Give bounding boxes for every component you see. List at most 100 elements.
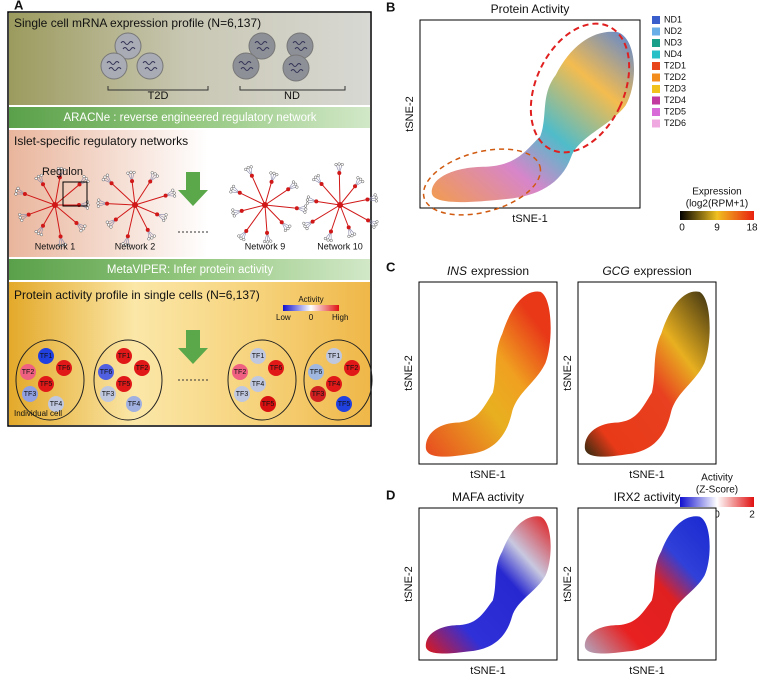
rna-squiggle (142, 61, 158, 71)
node (163, 216, 167, 220)
edge (264, 204, 297, 209)
tf-node (344, 360, 360, 376)
tf-label: TF2 (346, 365, 359, 372)
colorbar (680, 211, 754, 220)
edge (131, 181, 136, 206)
node (62, 168, 66, 172)
node (124, 243, 128, 247)
edge (264, 204, 283, 223)
tf-label: TF1 (252, 353, 265, 360)
node (39, 173, 43, 177)
node (59, 167, 63, 171)
node (372, 225, 376, 229)
legend-swatch (652, 16, 660, 24)
panel-label: B (386, 0, 395, 14)
node (58, 234, 63, 239)
node (269, 171, 273, 175)
section-title: Islet-specific regulatory networks (14, 134, 188, 148)
node (231, 208, 235, 212)
node (18, 213, 22, 217)
node (347, 234, 351, 238)
hub (262, 202, 268, 208)
hub (337, 202, 343, 208)
tf-label: TF3 (236, 391, 249, 398)
edge (239, 192, 266, 206)
node (105, 173, 110, 177)
tf-node (126, 396, 142, 412)
node (101, 178, 105, 182)
node (41, 182, 45, 187)
title-suffix: expression (471, 264, 529, 278)
node (316, 174, 320, 178)
node (295, 185, 299, 189)
colorbar-tick: 18 (746, 223, 758, 234)
plot-title: INS expression (447, 264, 529, 278)
section-title: Protein activity profile in single cells… (14, 288, 260, 302)
rna-squiggle (238, 61, 254, 71)
edge (339, 204, 350, 228)
node (172, 191, 176, 195)
legend-label: ND4 (664, 49, 682, 59)
node (337, 162, 341, 166)
legend-label: T2D5 (664, 106, 686, 116)
node (107, 223, 111, 227)
legend-label: ND2 (664, 26, 682, 36)
panel-label: A (14, 0, 24, 12)
node (249, 165, 253, 169)
node (81, 227, 85, 231)
cell-icon (136, 52, 164, 80)
node (286, 187, 291, 192)
edge (245, 204, 266, 232)
colorbar-tick: 0 (679, 223, 685, 234)
tf-node (260, 396, 276, 412)
edge (339, 185, 356, 206)
legend-swatch (652, 108, 660, 116)
edge (321, 183, 341, 206)
node (305, 227, 309, 231)
edge (338, 172, 341, 206)
regulon-box (62, 181, 88, 207)
legend-bar (283, 305, 339, 311)
rna-squiggle (254, 41, 270, 51)
node (145, 227, 150, 232)
node (361, 180, 365, 184)
node (353, 184, 358, 189)
node (303, 224, 307, 228)
node (365, 197, 370, 202)
node (150, 236, 154, 240)
node (229, 190, 233, 194)
tf-label: TF2 (136, 365, 149, 372)
tf-node (116, 376, 132, 392)
note: Individual cell (14, 409, 62, 418)
node (244, 167, 248, 171)
node (237, 234, 241, 238)
edge (339, 204, 369, 221)
rna-squiggle (120, 41, 136, 51)
node (150, 171, 154, 175)
node (130, 179, 135, 184)
node (269, 239, 273, 243)
tf-node (308, 364, 324, 380)
tf-node (56, 360, 72, 376)
tf-node (98, 364, 114, 380)
tf-label: TF5 (262, 401, 275, 408)
cell (93, 339, 163, 421)
legend-label: T2D6 (664, 118, 686, 128)
node (155, 212, 160, 217)
tf-node (250, 376, 266, 392)
node (148, 179, 153, 184)
legend-label: T2D2 (664, 72, 686, 82)
node (230, 187, 234, 191)
legend-low: Low (276, 313, 291, 322)
colorbar-title: Activity (701, 473, 733, 484)
tf-label: TF2 (234, 369, 247, 376)
node (109, 181, 114, 186)
y-axis-label: tSNE-2 (562, 566, 574, 601)
arrow (178, 330, 208, 364)
node (346, 225, 351, 230)
node (36, 174, 41, 178)
node (105, 220, 109, 224)
edge (28, 204, 56, 216)
legend-swatch (652, 27, 660, 36)
node (314, 175, 318, 179)
